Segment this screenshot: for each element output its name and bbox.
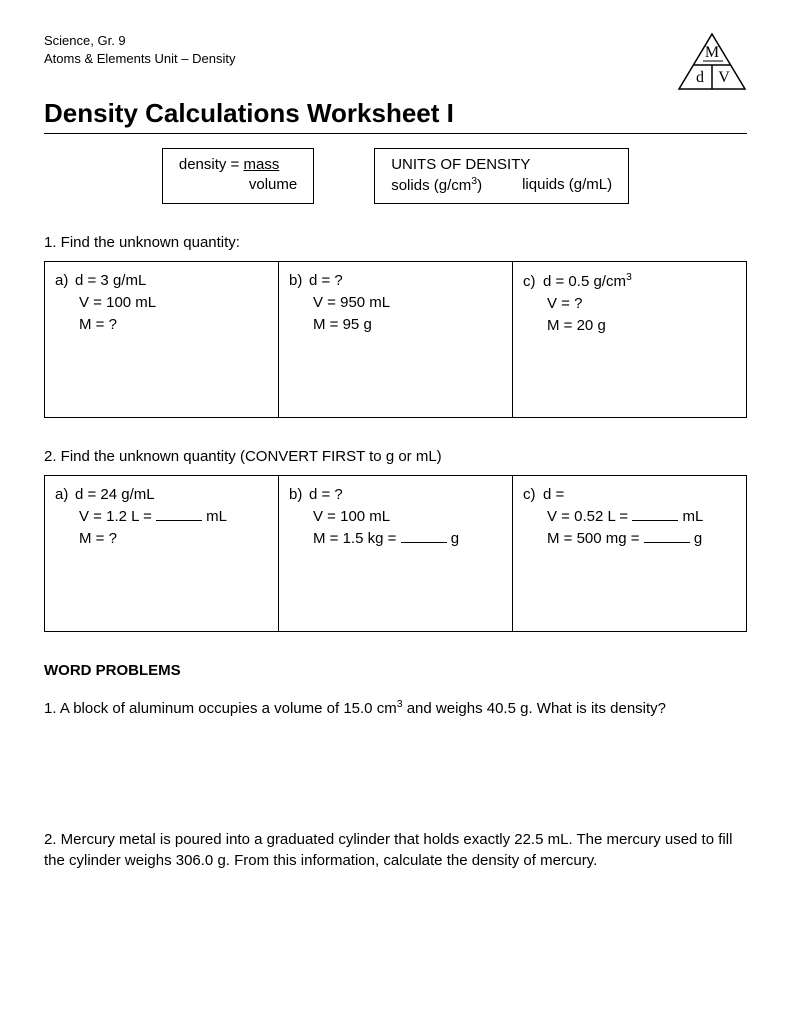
q1-table: a)d = 3 g/mL V = 100 mL M = ? b)d = ? V …: [44, 261, 747, 418]
word-problem-2: 2. Mercury metal is poured into a gradua…: [44, 829, 747, 871]
units-liquids: liquids (g/mL): [522, 175, 612, 196]
formula-row: density = mass volume UNITS OF DENSITY s…: [44, 148, 747, 204]
header-line1: Science, Gr. 9: [44, 32, 235, 50]
q2-table: a)d = 24 g/mL V = 1.2 L = mL M = ? b)d =…: [44, 475, 747, 632]
blank-input[interactable]: [401, 542, 447, 543]
page-title: Density Calculations Worksheet I: [44, 98, 747, 134]
q2-cell-b: b)d = ? V = 100 mL M = 1.5 kg = g: [278, 476, 512, 631]
q1-cell-b: b)d = ? V = 950 mL M = 95 g: [278, 262, 512, 417]
header-text: Science, Gr. 9 Atoms & Elements Unit – D…: [44, 32, 235, 67]
formula-numerator: mass: [243, 156, 279, 173]
units-heading: UNITS OF DENSITY: [391, 155, 612, 175]
header-line2: Atoms & Elements Unit – Density: [44, 50, 235, 68]
formula-label: density =: [179, 156, 244, 173]
header: Science, Gr. 9 Atoms & Elements Unit – D…: [44, 32, 747, 92]
units-solids: solids (g/cm3): [391, 175, 482, 196]
units-box: UNITS OF DENSITY solids (g/cm3) liquids …: [374, 148, 629, 204]
word-problems-heading: WORD PROBLEMS: [44, 662, 747, 679]
q1-prompt: 1. Find the unknown quantity:: [44, 234, 747, 251]
word-problem-1: 1. A block of aluminum occupies a volume…: [44, 697, 747, 719]
q2-prompt: 2. Find the unknown quantity (CONVERT FI…: [44, 448, 747, 465]
density-triangle-icon: M d V: [677, 32, 747, 92]
q2-cell-c: c)d = V = 0.52 L = mL M = 500 mg = g: [512, 476, 746, 631]
formula-denominator: volume: [179, 175, 297, 195]
q2-cell-a: a)d = 24 g/mL V = 1.2 L = mL M = ?: [45, 476, 278, 631]
triangle-d: d: [696, 69, 704, 86]
triangle-v: V: [718, 69, 730, 86]
triangle-m: M: [705, 44, 719, 61]
q1-cell-c: c)d = 0.5 g/cm3 V = ? M = 20 g: [512, 262, 746, 417]
blank-input[interactable]: [644, 542, 690, 543]
blank-input[interactable]: [632, 520, 678, 521]
q1-cell-a: a)d = 3 g/mL V = 100 mL M = ?: [45, 262, 278, 417]
formula-box: density = mass volume: [162, 148, 314, 204]
blank-input[interactable]: [156, 520, 202, 521]
